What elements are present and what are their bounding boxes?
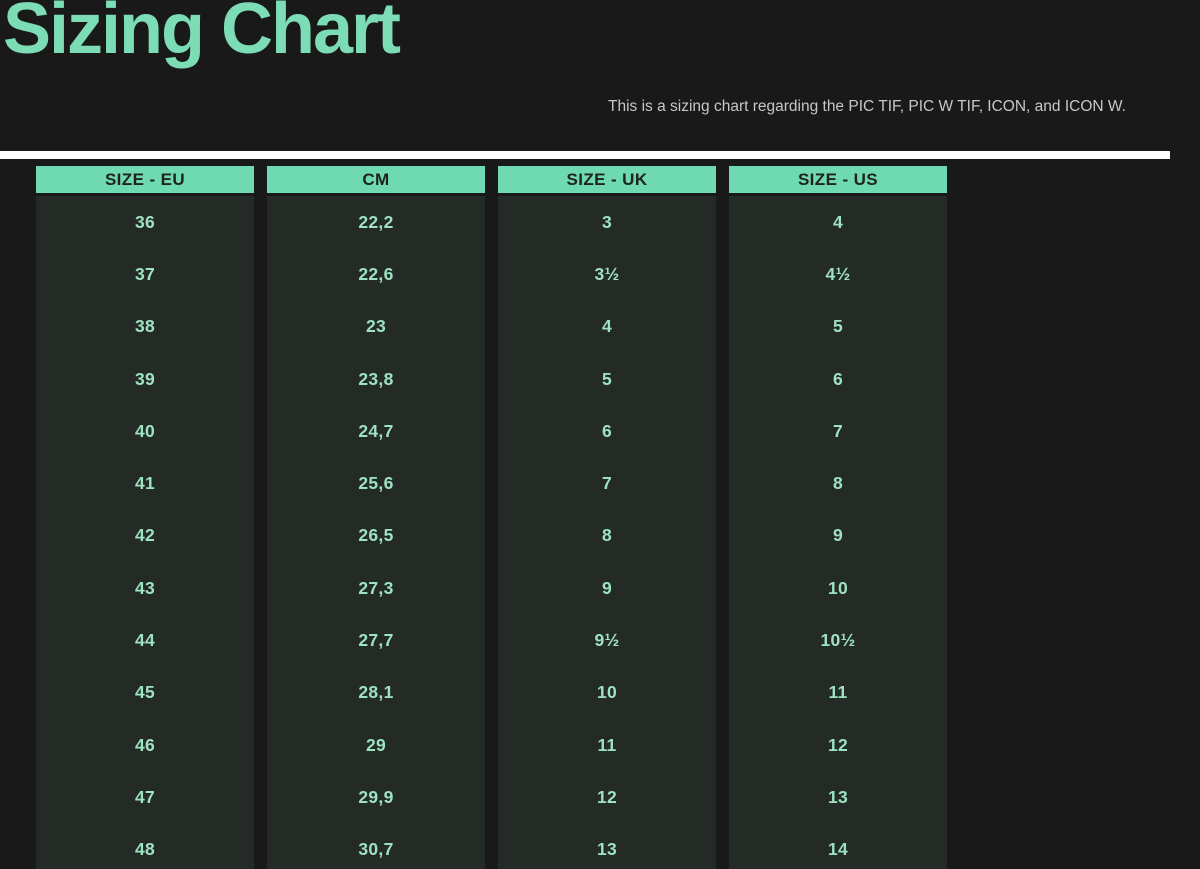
table-cell: 14 (827, 839, 849, 860)
table-cell: 5 (832, 316, 844, 337)
table-cell: 7 (832, 420, 844, 441)
table-cell: 27,3 (358, 577, 394, 598)
table-cell: 11 (597, 734, 617, 755)
table-cell: 5 (601, 368, 613, 389)
table-cell: 4 (832, 211, 844, 232)
column-body: 4 4½ 5 6 7 8 9 10 10½ 11 12 13 14 (729, 196, 947, 869)
table-cell: 8 (601, 525, 613, 546)
table-cell: 24,7 (358, 420, 394, 441)
table-cell: 12 (827, 734, 849, 755)
table-cell: 46 (134, 734, 156, 755)
table-cell: 30,7 (358, 839, 394, 860)
column-header: SIZE - EU (36, 166, 254, 193)
page-title: Sizing Chart (3, 0, 401, 69)
table-cell: 4½ (825, 263, 851, 284)
table-cell: 48 (134, 839, 156, 860)
column-body: 22,2 22,6 23 23,8 24,7 25,6 26,5 27,3 27,7 28,1 29… (267, 196, 485, 869)
table-cell: 44 (134, 630, 156, 651)
table-cell: 3½ (594, 263, 620, 284)
table-cell: 12 (596, 786, 618, 807)
table-cell: 45 (134, 682, 156, 703)
table-cell: 11 (828, 682, 848, 703)
table-cell: 22,6 (358, 263, 394, 284)
table-cell: 23,8 (358, 368, 394, 389)
table-cell: 9 (832, 525, 844, 546)
table-cell: 10 (596, 682, 618, 703)
table-column-size-eu: SIZE - EU 36 37 38 39 40 41 42 43 44 45 46 47 48 (36, 166, 254, 869)
table-cell: 47 (134, 786, 156, 807)
table-column-size-us: SIZE - US 4 4½ 5 6 7 8 9 10 10½ 11 12 13 14 (729, 166, 947, 869)
divider-line (0, 151, 1170, 159)
table-cell: 40 (134, 420, 156, 441)
table-cell: 28,1 (358, 682, 394, 703)
table-cell: 26,5 (358, 525, 394, 546)
table-cell: 29 (365, 734, 387, 755)
table-cell: 8 (832, 473, 844, 494)
table-cell: 27,7 (358, 630, 394, 651)
table-cell: 43 (134, 577, 156, 598)
table-cell: 10½ (820, 630, 856, 651)
table-cell: 38 (134, 316, 156, 337)
table-column-cm: CM 22,2 22,6 23 23,8 24,7 25,6 26,5 27,3 27,7 28,1… (267, 166, 485, 869)
table-cell: 22,2 (358, 211, 394, 232)
table-cell: 6 (832, 368, 844, 389)
column-body: 36 37 38 39 40 41 42 43 44 45 46 47 48 (36, 196, 254, 869)
column-header: SIZE - US (729, 166, 947, 193)
table-cell: 23 (365, 316, 387, 337)
page-subtitle: This is a sizing chart regarding the PIC… (608, 98, 1126, 115)
column-body: 3 3½ 4 5 6 7 8 9 9½ 10 11 12 13 (498, 196, 716, 869)
table-cell: 3 (601, 211, 613, 232)
table-cell: 13 (827, 786, 849, 807)
table-cell: 6 (601, 420, 613, 441)
table-column-size-uk: SIZE - UK 3 3½ 4 5 6 7 8 9 9½ 10 11 12 13 (498, 166, 716, 869)
table-cell: 29,9 (358, 786, 394, 807)
table-cell: 9½ (594, 630, 620, 651)
table-cell: 36 (134, 211, 156, 232)
table-cell: 7 (601, 473, 613, 494)
table-cell: 41 (134, 473, 156, 494)
table-cell: 10 (827, 577, 849, 598)
table-cell: 4 (601, 316, 613, 337)
column-header: SIZE - UK (498, 166, 716, 193)
table-cell: 13 (596, 839, 618, 860)
table-cell: 39 (134, 368, 156, 389)
column-header: CM (267, 166, 485, 193)
sizing-table: SIZE - EU 36 37 38 39 40 41 42 43 44 45 46 47 48 CM 22,… (36, 166, 947, 869)
table-cell: 25,6 (358, 473, 394, 494)
table-cell: 37 (134, 263, 156, 284)
table-cell: 9 (601, 577, 613, 598)
table-cell: 42 (134, 525, 156, 546)
